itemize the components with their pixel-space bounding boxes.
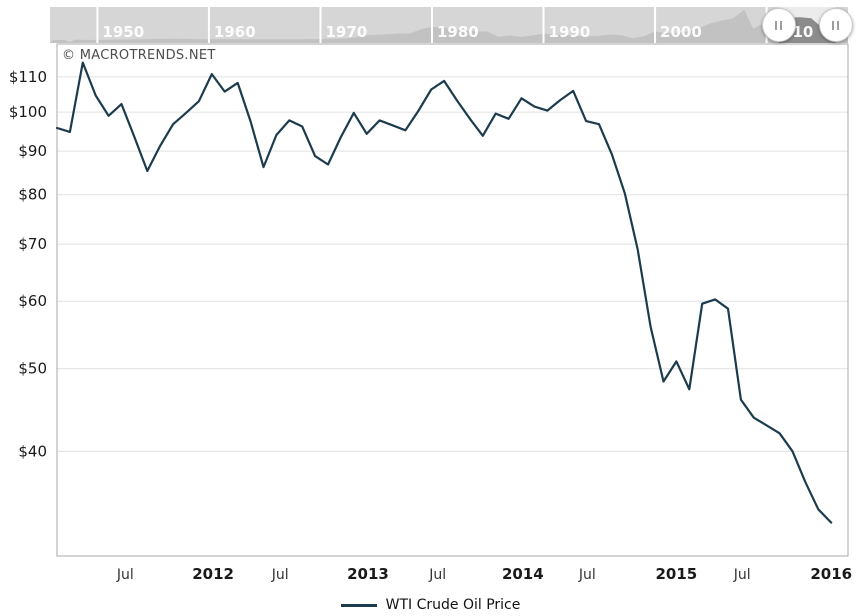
price-chart-plot[interactable]: $110 $100 $90 $80 $70 $60 $50 $40 Jul 2012 Jul 2013… [0, 0, 861, 590]
decade-label: 2000 [660, 23, 702, 41]
x-tick-label: Jul [578, 567, 596, 583]
handle-grip-icon [837, 20, 840, 30]
x-tick-label: Jul [428, 567, 446, 583]
x-tick-label: 2016 [810, 565, 852, 583]
decade-label: 1990 [549, 23, 591, 41]
decade-label: 1960 [214, 23, 256, 41]
timeline-handle-right[interactable] [818, 8, 853, 42]
y-tick-label: $40 [18, 442, 47, 460]
x-tick-label: 2014 [502, 565, 544, 583]
plot-border [56, 43, 849, 557]
handle-grip-icon [780, 20, 783, 30]
decade-label: 1970 [325, 23, 367, 41]
wti-price-line [55, 61, 833, 524]
timeline-handle-left[interactable] [761, 8, 796, 42]
x-tick-label: Jul [116, 567, 134, 583]
legend[interactable]: WTI Crude Oil Price [0, 592, 861, 616]
y-tick-label: $80 [18, 186, 47, 204]
handle-grip-icon [832, 20, 835, 30]
copyright-watermark: © MACROTRENDS.NET [62, 48, 216, 63]
x-tick-label: 2012 [192, 565, 234, 583]
legend-label: WTI Crude Oil Price [385, 597, 521, 613]
y-tick-label: $100 [9, 103, 47, 121]
legend-line-swatch [340, 603, 377, 607]
x-tick-label: 2015 [656, 565, 698, 583]
x-tick-label: Jul [733, 567, 751, 583]
timeline-history-area [50, 9, 848, 43]
y-tick-label: $90 [18, 142, 47, 160]
y-tick-label: $50 [18, 360, 47, 378]
y-tick-label: $70 [18, 235, 47, 253]
handle-grip-icon [775, 20, 778, 30]
x-tick-label: 2013 [347, 565, 389, 583]
x-tick-label: Jul [271, 567, 289, 583]
decade-label: 1980 [437, 23, 479, 41]
timeline-scrubber[interactable]: 1950196019701980199020002010 [0, 0, 861, 50]
decade-label: 1950 [102, 23, 144, 41]
y-tick-label: $110 [9, 68, 47, 86]
y-tick-label: $60 [18, 292, 47, 310]
